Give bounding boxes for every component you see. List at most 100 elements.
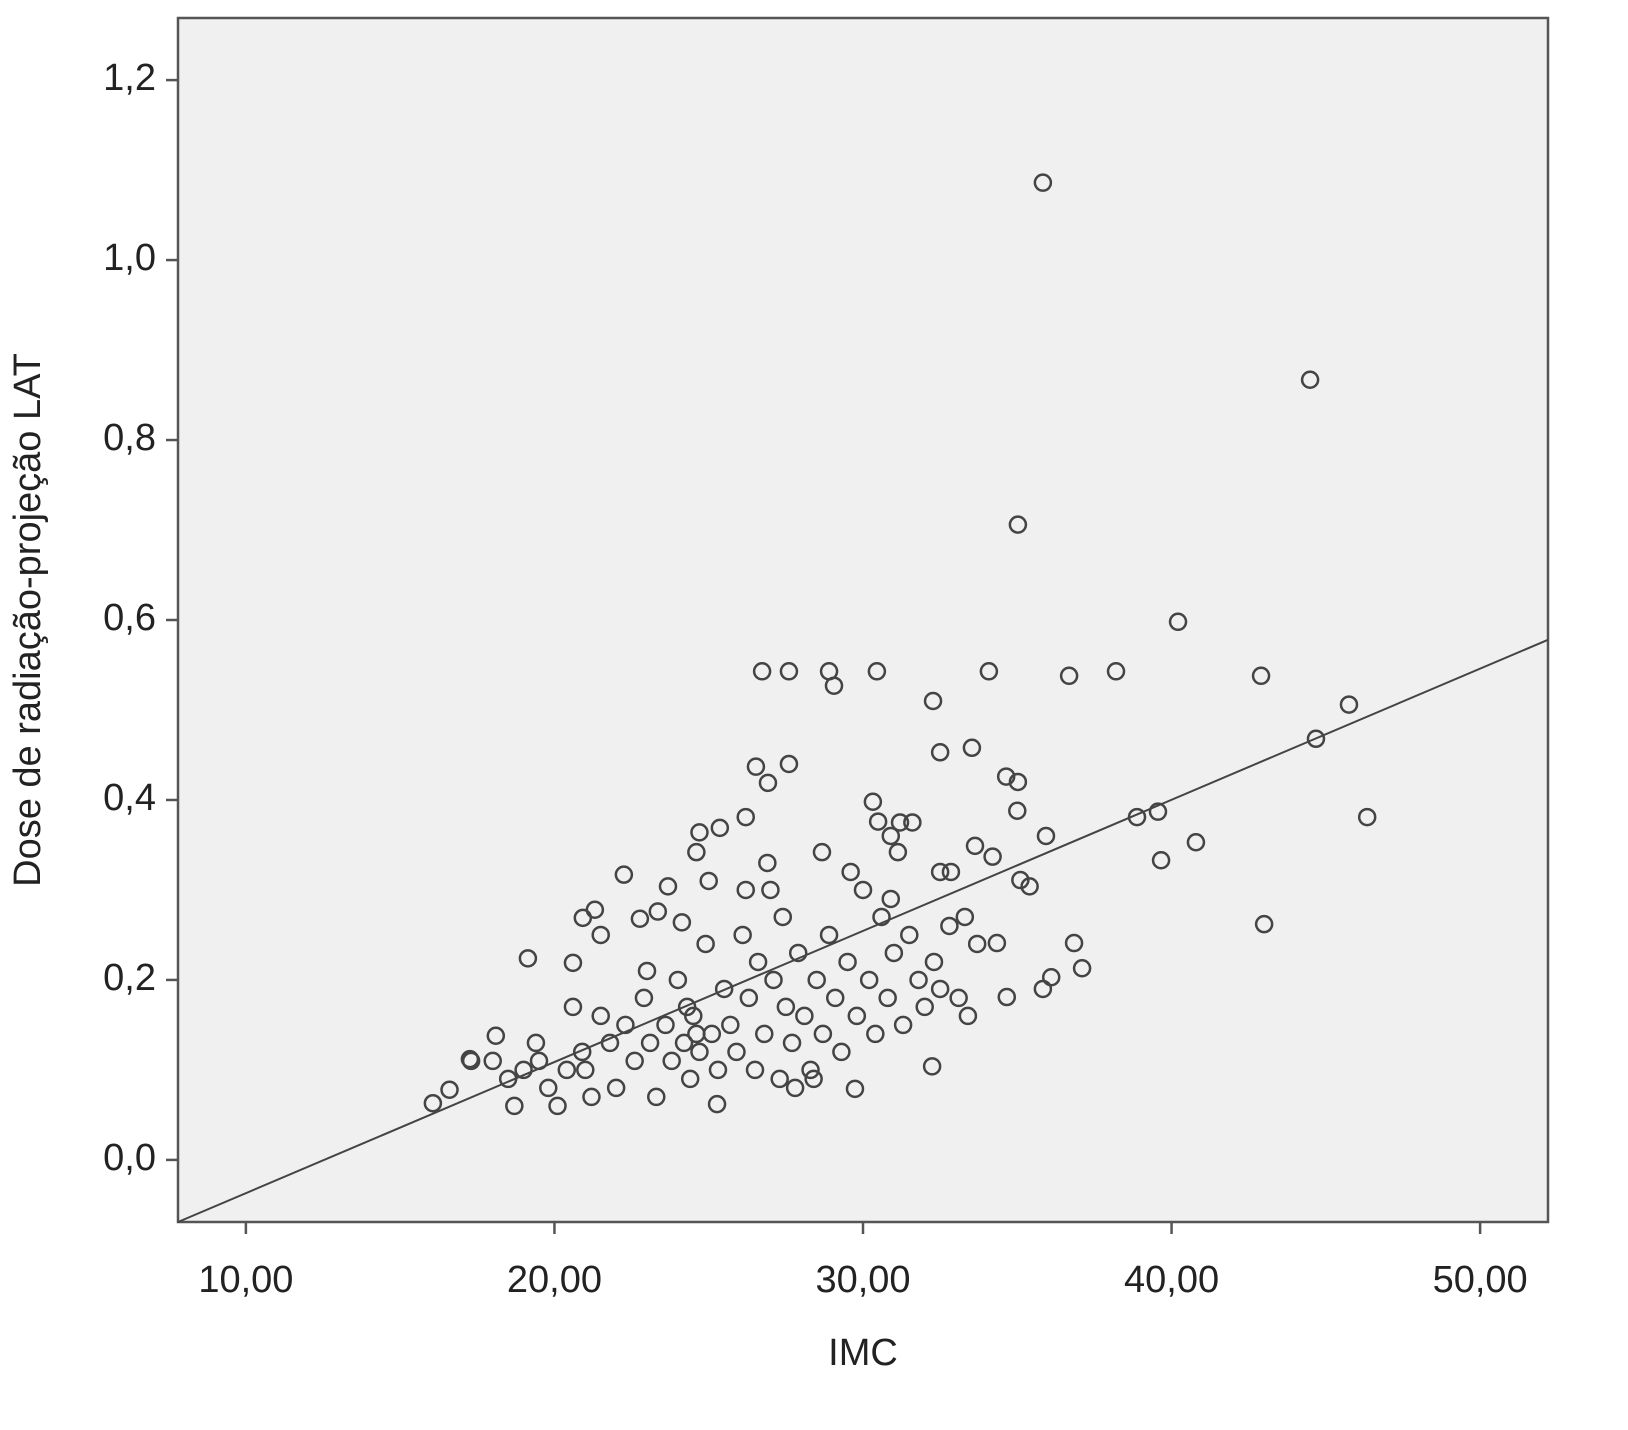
plot-area xyxy=(176,16,1550,1224)
data-point xyxy=(563,953,583,973)
data-point xyxy=(761,880,780,900)
data-point xyxy=(812,842,832,862)
data-point xyxy=(776,997,796,1017)
data-point xyxy=(773,907,793,927)
data-point xyxy=(987,933,1007,953)
data-point xyxy=(930,743,950,762)
data-point xyxy=(881,889,901,909)
data-point xyxy=(866,1024,885,1044)
y-tick-label: 0,0 xyxy=(103,1137,156,1179)
data-point xyxy=(708,1060,728,1080)
data-point xyxy=(884,943,904,963)
data-point xyxy=(845,1079,865,1099)
data-point xyxy=(779,662,799,681)
data-point xyxy=(696,934,715,954)
data-point xyxy=(514,1060,533,1080)
data-point xyxy=(625,1051,644,1071)
data-point xyxy=(440,1080,459,1099)
data-point xyxy=(1106,662,1126,681)
data-point xyxy=(872,907,891,927)
data-point xyxy=(548,1096,567,1116)
data-point xyxy=(1300,370,1320,389)
data-point xyxy=(591,1006,610,1026)
y-tick-label: 1,2 xyxy=(103,57,156,99)
data-point xyxy=(1036,826,1056,846)
data-point xyxy=(733,925,752,945)
data-point xyxy=(662,1051,681,1071)
data-point xyxy=(1186,833,1206,852)
data-point xyxy=(1064,933,1084,953)
data-point xyxy=(900,925,919,945)
data-point xyxy=(847,1006,867,1026)
fit-line xyxy=(177,638,1549,1223)
data-point xyxy=(505,1096,524,1116)
data-point xyxy=(486,1026,506,1045)
data-point xyxy=(967,934,987,954)
data-point xyxy=(648,902,668,921)
data-point xyxy=(658,877,678,896)
data-point xyxy=(687,842,706,862)
data-point xyxy=(748,952,768,972)
data-point xyxy=(640,1033,660,1053)
data-point xyxy=(483,1051,502,1071)
y-tick-label: 0,2 xyxy=(103,957,156,999)
data-point xyxy=(758,853,777,873)
data-point xyxy=(859,970,879,990)
y-tick-label: 0,4 xyxy=(103,777,156,819)
data-point xyxy=(677,997,697,1017)
data-point xyxy=(888,842,908,862)
y-tick-label: 1,0 xyxy=(103,237,156,279)
data-point xyxy=(690,1042,709,1062)
data-point xyxy=(758,773,778,793)
y-tick-label: 0,6 xyxy=(103,597,156,639)
y-axis-label: Dose de radiação-projeção LAT xyxy=(7,353,49,887)
data-point xyxy=(518,949,538,968)
x-axis-label: IMC xyxy=(828,1332,898,1374)
data-point xyxy=(630,909,650,929)
data-point xyxy=(572,1042,592,1062)
data-point xyxy=(893,1015,913,1035)
data-point xyxy=(996,767,1016,786)
data-point xyxy=(909,970,928,990)
data-point xyxy=(736,807,755,827)
data-point xyxy=(958,1006,978,1026)
data-point xyxy=(1041,967,1061,987)
data-point xyxy=(979,662,999,681)
data-point xyxy=(1008,772,1028,792)
data-point xyxy=(1339,695,1359,714)
data-point xyxy=(983,847,1002,866)
data-point xyxy=(890,813,910,832)
data-point xyxy=(647,1087,666,1107)
data-point xyxy=(573,908,593,928)
data-point xyxy=(674,1033,694,1053)
data-point xyxy=(727,1042,746,1062)
data-point xyxy=(1072,958,1092,978)
data-point xyxy=(819,925,839,945)
data-point xyxy=(903,813,922,832)
data-point xyxy=(752,662,772,681)
data-point xyxy=(841,862,860,882)
data-point xyxy=(1148,802,1168,821)
data-point xyxy=(788,943,808,963)
data-point xyxy=(832,1042,851,1062)
data-point xyxy=(656,1015,675,1035)
data-point xyxy=(606,1078,626,1098)
data-point xyxy=(785,1078,805,1098)
data-point xyxy=(1008,515,1028,534)
data-point xyxy=(813,1024,833,1044)
data-point xyxy=(539,1078,558,1098)
data-point xyxy=(591,925,610,945)
data-point xyxy=(423,1093,443,1113)
data-point xyxy=(1059,666,1079,686)
data-point xyxy=(710,818,730,838)
data-point xyxy=(955,907,975,927)
data-point xyxy=(824,676,844,695)
data-point xyxy=(825,988,845,1008)
data-point xyxy=(600,1033,620,1053)
data-point xyxy=(997,987,1017,1007)
data-point xyxy=(863,792,883,812)
data-point xyxy=(1306,729,1326,749)
data-point xyxy=(940,916,959,936)
data-point xyxy=(714,979,734,999)
